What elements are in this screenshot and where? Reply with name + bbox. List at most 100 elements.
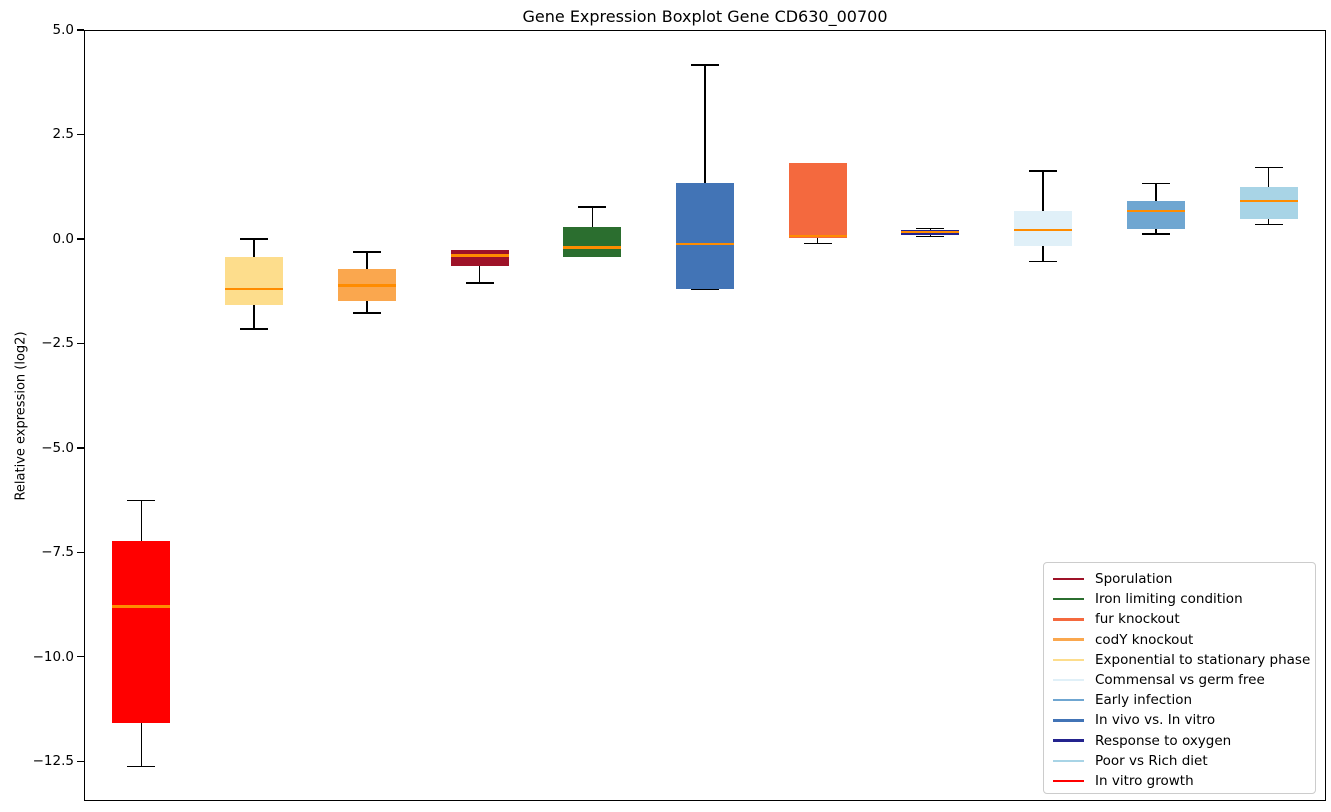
legend-item: Iron limiting condition (1044, 589, 1315, 609)
legend-label: Poor vs Rich diet (1095, 752, 1208, 769)
whisker-lower (140, 722, 143, 767)
box (225, 257, 284, 305)
y-tick-label: 5.0 (52, 22, 74, 38)
legend-color-line (1053, 759, 1084, 762)
legend-color-line (1053, 577, 1084, 581)
box (788, 163, 847, 239)
y-tick-label: −7.5 (41, 544, 74, 561)
whisker-lower (1155, 228, 1157, 235)
whisker-cap-upper (1029, 170, 1058, 172)
whisker-cap-upper (1254, 166, 1283, 169)
plot-area: Sporulation Iron limiting condition fur kn… (84, 30, 1326, 801)
whisker-cap-upper (691, 64, 719, 66)
median-line (112, 605, 171, 608)
whisker-upper (1155, 183, 1157, 201)
median-line (337, 284, 396, 287)
whisker-cap-lower (240, 328, 269, 330)
legend-color-line (1053, 638, 1084, 641)
whisker-lower (1267, 219, 1270, 225)
whisker-cap-lower (1254, 223, 1283, 226)
whisker-cap-upper (465, 249, 494, 252)
legend-item: fur knockout (1044, 609, 1315, 629)
whisker-lower (816, 238, 819, 244)
legend-item: Exponential to stationary phase (1044, 650, 1315, 670)
box (1014, 211, 1073, 246)
whisker-cap-lower (1029, 260, 1058, 262)
legend-label: fur knockout (1095, 611, 1180, 628)
whisker-cap-lower (352, 312, 381, 314)
legend-label: Exponential to stationary phase (1095, 651, 1311, 668)
legend-item: Response to oxygen (1044, 731, 1315, 751)
legend-color-line (1053, 678, 1084, 682)
whisker-lower (366, 300, 368, 314)
whisker-cap-lower (578, 255, 607, 258)
y-tick-mark (77, 551, 84, 553)
whisker-upper (253, 239, 255, 258)
whisker-cap-lower (465, 282, 494, 284)
whisker-cap-upper (1141, 182, 1170, 185)
legend: Sporulation Iron limiting condition fur kn… (1043, 562, 1316, 794)
whisker-upper (704, 64, 706, 183)
whisker-upper (591, 206, 594, 227)
median-line (225, 287, 284, 290)
legend-color-line (1053, 779, 1084, 783)
y-tick-label: −12.5 (32, 753, 74, 770)
legend-item: codY knockout (1044, 630, 1315, 650)
y-tick-mark (77, 29, 84, 31)
whisker-upper (1267, 167, 1270, 187)
whisker-cap-lower (916, 235, 945, 237)
legend-color-line (1053, 699, 1084, 702)
whisker-cap-lower (803, 242, 832, 244)
median-line (563, 246, 622, 249)
legend-color-line (1053, 719, 1084, 722)
box (112, 541, 171, 723)
whisker-cap-lower (1141, 233, 1170, 235)
median-line (1239, 199, 1298, 203)
box (676, 182, 734, 290)
y-tick-mark (77, 760, 84, 762)
median-line (676, 242, 734, 245)
whisker-cap-upper (578, 206, 607, 208)
median-line (1014, 229, 1073, 232)
legend-item: In vivo vs. In vitro (1044, 710, 1315, 730)
median-line (901, 230, 960, 234)
y-axis-label: Relative expression (log2) (13, 331, 29, 501)
whisker-cap-upper (127, 499, 156, 502)
box (1239, 186, 1298, 220)
legend-color-line (1053, 658, 1084, 662)
legend-item: Early infection (1044, 690, 1315, 710)
legend-item: Poor vs Rich diet (1044, 751, 1315, 771)
median-line (1126, 209, 1185, 212)
y-tick-mark (77, 656, 84, 658)
legend-label: Commensal vs germ free (1095, 672, 1265, 689)
box (563, 227, 622, 257)
y-tick-label: −2.5 (41, 335, 74, 352)
whisker-cap-upper (240, 238, 269, 240)
box (1126, 200, 1185, 229)
legend-label: Response to oxygen (1095, 732, 1232, 749)
legend-label: codY knockout (1095, 631, 1194, 648)
legend-label: In vivo vs. In vitro (1095, 712, 1216, 729)
y-tick-label: 0.0 (52, 230, 74, 247)
whisker-upper (1042, 171, 1044, 212)
whisker-cap-lower (691, 288, 719, 290)
legend-item: In vitro growth (1044, 771, 1315, 791)
legend-item: Commensal vs germ free (1044, 670, 1315, 690)
whisker-upper (366, 252, 368, 269)
legend-color-line (1053, 739, 1084, 742)
legend-label: Early infection (1095, 692, 1193, 709)
y-tick-mark (77, 133, 84, 136)
box (450, 250, 509, 267)
median-line (450, 254, 509, 257)
whisker-cap-lower (127, 765, 156, 768)
whisker-lower (478, 266, 481, 283)
legend-label: In vitro growth (1095, 772, 1194, 789)
whisker-upper (140, 500, 143, 542)
legend-item: Sporulation (1044, 569, 1315, 589)
whisker-lower (929, 234, 932, 237)
y-tick-mark (77, 447, 84, 449)
chart-title: Gene Expression Boxplot Gene CD630_00700 (522, 7, 888, 26)
legend-label: Iron limiting condition (1095, 591, 1243, 608)
y-tick-label: −10.0 (32, 648, 74, 665)
